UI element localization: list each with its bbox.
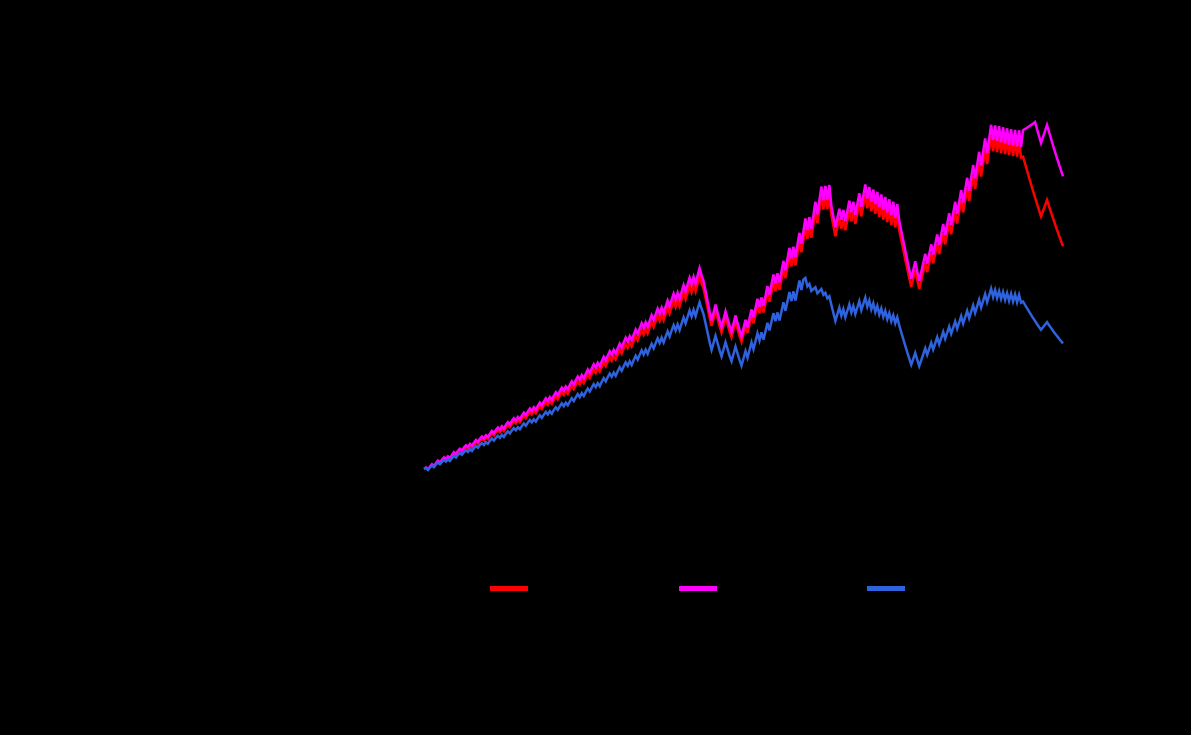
chart-note: Past performance is not indicative of fu… <box>424 700 649 711</box>
chart-title: Cumulative Growth of $1 Invested <box>458 26 733 45</box>
y-tick-label-2: 2.0 <box>398 346 414 359</box>
legend-swatch-1[interactable] <box>679 586 717 591</box>
x-tick-label-0: 2012 <box>411 480 437 492</box>
y-tick-label-0: 1.0 <box>398 462 414 475</box>
series-line-2 <box>423 275 1064 472</box>
y-axis-label: Cumulative Value <box>31 290 45 384</box>
x-tick-label-7: 2019 <box>970 480 996 492</box>
series-line-1 <box>423 119 1065 472</box>
x-tick-label-8: 2020 <box>1050 480 1076 492</box>
series-line-0 <box>423 135 1065 472</box>
y-tick-label-4: 3.0 <box>398 230 414 243</box>
x-axis-label: Date <box>582 660 609 674</box>
y-tick-label-1: 1.5 <box>398 404 414 417</box>
chart-subtitle: Daily closing values, indexed to 1.00 at… <box>466 52 725 66</box>
y-tick-label-5: 3.5 <box>398 172 414 185</box>
legend-label-strategy-b[interactable]: Strategy B <box>724 582 781 596</box>
x-tick-label-2: 2014 <box>571 480 596 492</box>
x-tick-label-3: 2015 <box>651 480 676 492</box>
y-tick-label-3: 2.5 <box>398 288 414 301</box>
legend-label-strategy-a[interactable]: Strategy A <box>535 582 591 596</box>
legend-label-benchmark[interactable]: Benchmark <box>912 582 973 596</box>
x-tick-label-1: 2013 <box>491 480 517 492</box>
x-tick-label-4: 2016 <box>731 480 756 492</box>
legend-swatch-0[interactable] <box>490 586 528 591</box>
x-tick-label-6: 2018 <box>891 480 916 492</box>
x-tick-label-5: 2017 <box>811 480 836 492</box>
y-tick-label-6: 4.0 <box>398 115 414 127</box>
legend-swatch-2[interactable] <box>867 586 905 591</box>
legend-swatches <box>490 586 905 591</box>
series-lines <box>423 119 1065 472</box>
